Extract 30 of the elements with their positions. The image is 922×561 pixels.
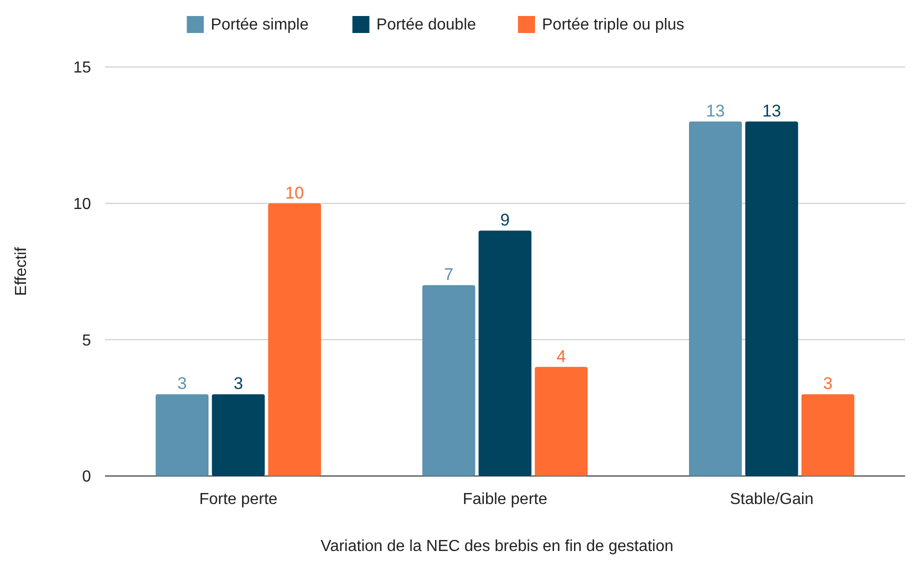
data-label: 10 <box>285 183 304 202</box>
y-tick-label: 0 <box>82 468 92 486</box>
data-label: 3 <box>823 374 833 394</box>
legend-label: Portée triple ou plus <box>542 16 684 34</box>
data-label: 3 <box>234 374 244 394</box>
x-tick-label: Stable/Gain <box>730 491 814 508</box>
y-tick-label: 10 <box>73 196 92 213</box>
y-tick-label: 5 <box>82 332 92 350</box>
x-tick-label: Faible perte <box>462 491 548 508</box>
data-label: 3 <box>177 374 187 394</box>
x-axis-title: Variation de la NEC des brebis en fin de gestation <box>320 538 674 555</box>
data-label: 7 <box>444 265 454 284</box>
data-label: 9 <box>500 210 510 230</box>
bar <box>689 122 742 476</box>
bar <box>745 122 798 476</box>
bar <box>212 394 265 476</box>
bar <box>156 394 209 476</box>
bar <box>268 203 321 476</box>
y-tick-label: 15 <box>73 60 92 77</box>
legend-label: Portée double <box>376 16 476 34</box>
data-label: 13 <box>706 102 725 121</box>
legend-label: Portée simple <box>210 16 309 34</box>
bar <box>478 230 532 476</box>
data-label: 4 <box>556 346 566 366</box>
data-label: 13 <box>762 102 782 121</box>
x-tick-label: Forte perte <box>199 491 278 508</box>
bar <box>801 394 854 476</box>
y-axis-title: Effectif <box>13 246 30 296</box>
bar <box>534 366 588 476</box>
bar <box>422 285 476 476</box>
